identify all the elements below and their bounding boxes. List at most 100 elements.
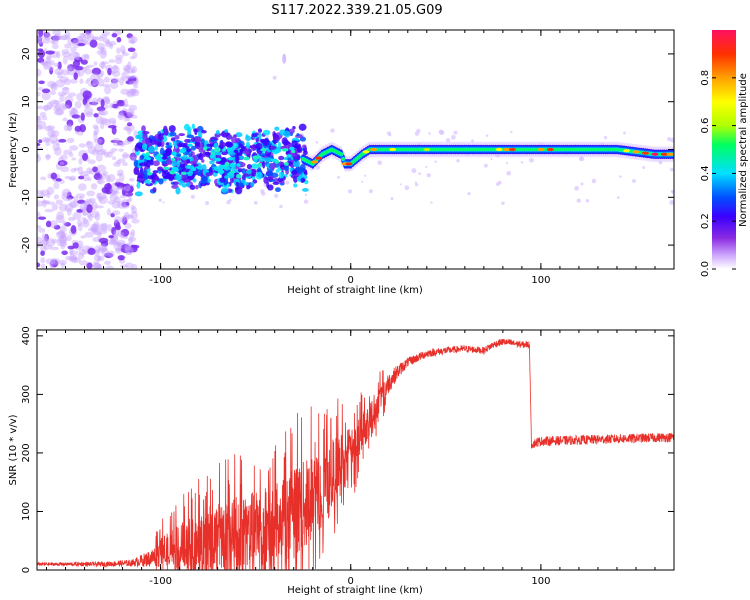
heatmap-blob: [274, 126, 280, 131]
heatmap-blob: [37, 154, 41, 163]
heatmap-blob: [72, 211, 82, 220]
heatmap-blob: [77, 223, 83, 232]
colorbar-tick-label: 0.2: [700, 213, 711, 229]
heatmap-blob: [69, 177, 76, 181]
heatmap-blob: [510, 131, 513, 134]
heatmap-blob: [368, 189, 374, 194]
heatmap-blob: [131, 206, 137, 214]
heatmap-blob: [198, 152, 204, 161]
heatmap-blob: [56, 50, 61, 59]
heatmap-hotspot: [191, 167, 197, 172]
heatmap-blob: [242, 150, 250, 155]
heatmap-blob: [41, 91, 51, 101]
heatmap-blob: [123, 214, 133, 218]
heatmap-blob: [51, 140, 56, 145]
heatmap-blob: [292, 126, 296, 130]
heatmap-blob: [87, 146, 97, 155]
heatmap-blob: [190, 137, 196, 143]
heatmap-blob: [81, 217, 86, 221]
heatmap-blob: [200, 176, 208, 185]
heatmap-blob: [93, 61, 98, 66]
heatmap-blob: [101, 247, 109, 257]
heatmap-blob: [52, 30, 61, 36]
heatmap-blob: [165, 145, 173, 149]
heatmap-blob: [63, 124, 69, 132]
heatmap-blob: [69, 252, 75, 259]
heatmap-blob: [60, 232, 68, 236]
heatmap-blob: [296, 133, 300, 137]
heatmap-blob: [418, 172, 421, 175]
heatmap-blob: [112, 210, 121, 216]
heatmap-blob: [87, 177, 92, 182]
heatmap-blob: [46, 101, 54, 110]
heatmap-blob: [128, 185, 134, 193]
heatmap-blob: [255, 142, 263, 150]
heatmap-blob: [87, 227, 97, 232]
heatmap-blob: [109, 193, 119, 202]
heatmap-blob: [116, 101, 126, 107]
snr-xtick-label: -100: [149, 576, 172, 587]
heatmap-blob: [127, 110, 135, 119]
heatmap-blob: [215, 130, 220, 135]
heatmap-blob: [37, 190, 45, 195]
heatmap-blob: [111, 200, 121, 209]
heatmap-blob: [100, 240, 109, 247]
heatmap-blob: [172, 181, 180, 185]
heatmap-blob: [106, 208, 111, 216]
colorbar-tick-label: 0.6: [700, 118, 711, 134]
heatmap-blob: [127, 75, 137, 79]
heatmap-blob: [174, 174, 183, 181]
heatmap-blob: [67, 53, 76, 61]
heatmap-blob: [272, 75, 277, 80]
heatmap-blob: [61, 104, 70, 110]
heatmap-blob: [58, 138, 67, 143]
heatmap-blob: [111, 120, 117, 126]
heatmap-blob: [129, 55, 136, 60]
heatmap-blob: [195, 184, 199, 190]
heatmap-blob: [445, 138, 451, 143]
heatmap-blob: [128, 237, 134, 244]
heatmap-blob: [46, 201, 55, 205]
heatmap-blob: [95, 150, 106, 155]
heatmap-hotspot: [154, 155, 161, 160]
heatmap-blob: [115, 178, 121, 184]
heatmap-blob: [257, 128, 263, 133]
heatmap-blob: [245, 141, 250, 149]
heatmap-blob: [146, 142, 153, 147]
heatmap-blob: [91, 223, 99, 233]
heatmap-blob: [176, 159, 180, 168]
heatmap-blob: [57, 35, 68, 41]
heatmap-blob: [190, 145, 197, 151]
heatmap-blob: [268, 162, 276, 170]
heatmap-blob: [105, 265, 114, 269]
heatmap-blob: [111, 156, 117, 161]
heatmap-blob: [94, 212, 101, 222]
heatmap-blob: [69, 250, 79, 256]
heatmap-blob: [135, 142, 144, 148]
heatmap-blob: [520, 161, 524, 164]
heatmap-blob: [130, 156, 137, 161]
heatmap-blob: [121, 76, 130, 82]
heatmap-hotspot: [503, 147, 511, 152]
spectrogram-ytick-label: -20: [21, 237, 32, 253]
heatmap-blob: [97, 248, 106, 253]
colorbar-tick-label: 0.0: [700, 261, 711, 277]
heatmap-blob: [100, 122, 105, 130]
heatmap-blob: [56, 238, 63, 247]
heatmap-blob: [96, 78, 105, 87]
heatmap-blob: [425, 165, 428, 169]
heatmap-blob: [239, 148, 244, 153]
heatmap-blob: [43, 244, 53, 250]
heatmap-blob: [152, 160, 160, 167]
heatmap-blob: [173, 157, 182, 162]
heatmap-blob: [130, 88, 137, 94]
heatmap-blob: [158, 198, 162, 202]
heatmap-blob: [52, 143, 61, 152]
heatmap-blob: [105, 39, 111, 45]
heatmap-blob: [44, 125, 53, 132]
heatmap-blob: [64, 43, 72, 49]
heatmap-blob: [282, 139, 290, 146]
heatmap-hotspot: [508, 147, 516, 152]
heatmap-blob: [53, 147, 62, 156]
heatmap-blob: [45, 56, 51, 64]
